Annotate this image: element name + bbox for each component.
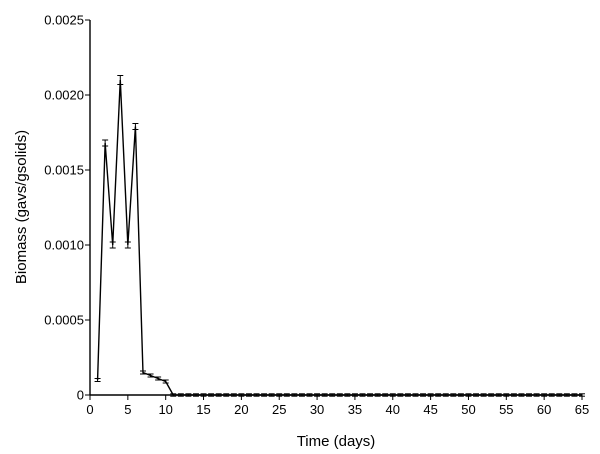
y-tick-label: 0.0020 <box>44 88 84 103</box>
y-tick-label: 0 <box>77 388 84 403</box>
x-axis-title: Time (days) <box>297 433 376 450</box>
x-tick-label: 0 <box>86 402 93 417</box>
y-axis-title: Biomass (gavs/gsolids) <box>13 130 30 284</box>
x-tick-label: 60 <box>537 402 551 417</box>
x-tick-label: 15 <box>196 402 210 417</box>
plot-area: 0 0.0005 0.0010 0.0015 0.0020 0.0025 0 5 10 15 20 2… <box>44 13 589 418</box>
x-tick-label: 5 <box>124 402 131 417</box>
x-tick-label: 50 <box>461 402 475 417</box>
x-tick-label: 45 <box>423 402 437 417</box>
x-tick-label: 10 <box>158 402 172 417</box>
x-tick-label: 65 <box>575 402 589 417</box>
y-tick-label: 0.0005 <box>44 313 84 328</box>
x-tick-label: 40 <box>386 402 400 417</box>
y-tick-label: 0.0025 <box>44 13 84 28</box>
x-tick-label: 30 <box>310 402 324 417</box>
x-tick-label: 55 <box>499 402 513 417</box>
data-series-line <box>96 79 582 396</box>
y-tick-label: 0.0010 <box>44 238 84 253</box>
x-tick-label: 20 <box>234 402 248 417</box>
y-tick-label: 0.0015 <box>44 163 84 178</box>
x-tick-label: 35 <box>348 402 362 417</box>
x-tick-label: 25 <box>272 402 286 417</box>
